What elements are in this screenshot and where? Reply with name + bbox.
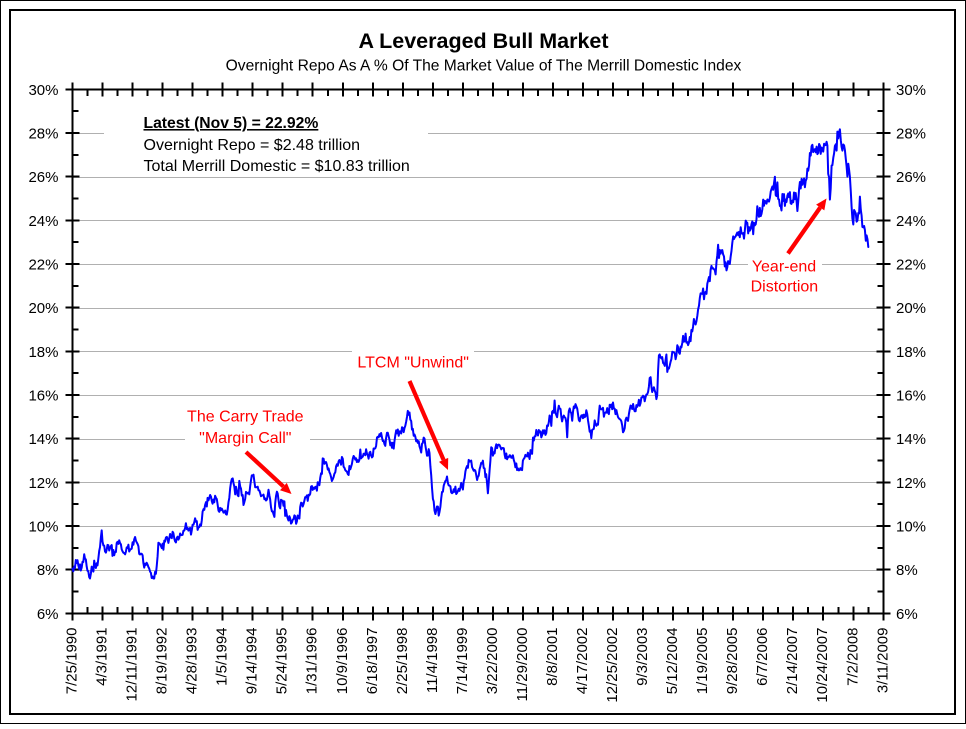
svg-text:9/28/2005: 9/28/2005 <box>724 628 741 695</box>
svg-text:12/11/1991: 12/11/1991 <box>124 628 141 702</box>
svg-text:8/8/2001: 8/8/2001 <box>544 628 561 686</box>
svg-text:Overnight Repo As A % Of The M: Overnight Repo As A % Of The Market Valu… <box>226 58 742 75</box>
svg-text:2/14/2007: 2/14/2007 <box>784 628 801 695</box>
svg-text:18%: 18% <box>896 344 926 361</box>
svg-text:5/12/2004: 5/12/2004 <box>664 628 681 695</box>
svg-text:6/18/1997: 6/18/1997 <box>364 628 381 695</box>
svg-text:4/17/2002: 4/17/2002 <box>574 628 591 695</box>
svg-text:10/24/2007: 10/24/2007 <box>814 628 831 703</box>
svg-text:12/25/2002: 12/25/2002 <box>604 628 621 703</box>
svg-text:6/7/2006: 6/7/2006 <box>754 628 771 686</box>
svg-text:26%: 26% <box>28 169 58 186</box>
svg-text:10%: 10% <box>896 519 926 536</box>
svg-text:12%: 12% <box>896 475 926 492</box>
svg-text:11/29/2000: 11/29/2000 <box>514 628 531 702</box>
svg-text:9/3/2003: 9/3/2003 <box>634 628 651 686</box>
svg-text:Overnight Repo = $2.48 trillio: Overnight Repo = $2.48 trillion <box>144 137 361 154</box>
svg-text:6%: 6% <box>37 606 59 623</box>
svg-text:1/5/1994: 1/5/1994 <box>214 628 231 686</box>
svg-text:10%: 10% <box>28 519 58 536</box>
svg-text:22%: 22% <box>28 257 58 274</box>
svg-text:16%: 16% <box>28 388 58 405</box>
svg-text:30%: 30% <box>896 82 926 99</box>
svg-text:A Leveraged Bull Market: A Leveraged Bull Market <box>358 29 608 53</box>
svg-text:5/24/1995: 5/24/1995 <box>274 628 291 695</box>
svg-text:Latest (Nov 5) = 22.92%: Latest (Nov 5) = 22.92% <box>144 115 319 132</box>
svg-text:1/31/1996: 1/31/1996 <box>304 628 321 695</box>
svg-text:1/19/2005: 1/19/2005 <box>694 628 711 695</box>
svg-text:30%: 30% <box>28 82 58 99</box>
svg-text:3/11/2009: 3/11/2009 <box>874 628 891 694</box>
svg-text:28%: 28% <box>896 126 926 143</box>
svg-text:The Carry Trade: The Carry Trade <box>187 409 304 426</box>
svg-text:2/25/1998: 2/25/1998 <box>394 628 411 695</box>
svg-text:8/19/1992: 8/19/1992 <box>154 628 171 695</box>
svg-text:7/25/1990: 7/25/1990 <box>64 628 81 695</box>
svg-text:10/9/1996: 10/9/1996 <box>334 628 351 695</box>
svg-text:18%: 18% <box>28 344 58 361</box>
svg-text:7/14/1999: 7/14/1999 <box>454 628 471 695</box>
svg-text:14%: 14% <box>896 431 926 448</box>
svg-text:16%: 16% <box>896 388 926 405</box>
svg-text:6%: 6% <box>896 606 918 623</box>
svg-text:20%: 20% <box>896 300 926 317</box>
svg-text:12%: 12% <box>28 475 58 492</box>
svg-text:9/14/1994: 9/14/1994 <box>244 628 261 695</box>
svg-text:3/22/2000: 3/22/2000 <box>484 628 501 695</box>
svg-text:Year-end: Year-end <box>752 259 816 276</box>
svg-text:22%: 22% <box>896 257 926 274</box>
svg-text:8%: 8% <box>37 562 59 579</box>
svg-text:24%: 24% <box>28 213 58 230</box>
svg-text:"Margin Call": "Margin Call" <box>199 430 291 447</box>
svg-text:26%: 26% <box>896 169 926 186</box>
svg-text:11/4/1998: 11/4/1998 <box>424 628 441 694</box>
svg-text:Total Merrill Domestic = $10.8: Total Merrill Domestic = $10.83 trillion <box>144 158 410 175</box>
svg-text:8%: 8% <box>896 562 918 579</box>
svg-text:24%: 24% <box>896 213 926 230</box>
svg-text:LTCM "Unwind": LTCM "Unwind" <box>357 355 469 372</box>
svg-text:20%: 20% <box>28 300 58 317</box>
svg-text:14%: 14% <box>28 431 58 448</box>
svg-text:4/3/1991: 4/3/1991 <box>94 628 111 686</box>
svg-text:4/28/1993: 4/28/1993 <box>184 628 201 695</box>
svg-text:Distortion: Distortion <box>751 279 819 296</box>
svg-text:7/2/2008: 7/2/2008 <box>844 628 861 686</box>
svg-text:28%: 28% <box>28 126 58 143</box>
